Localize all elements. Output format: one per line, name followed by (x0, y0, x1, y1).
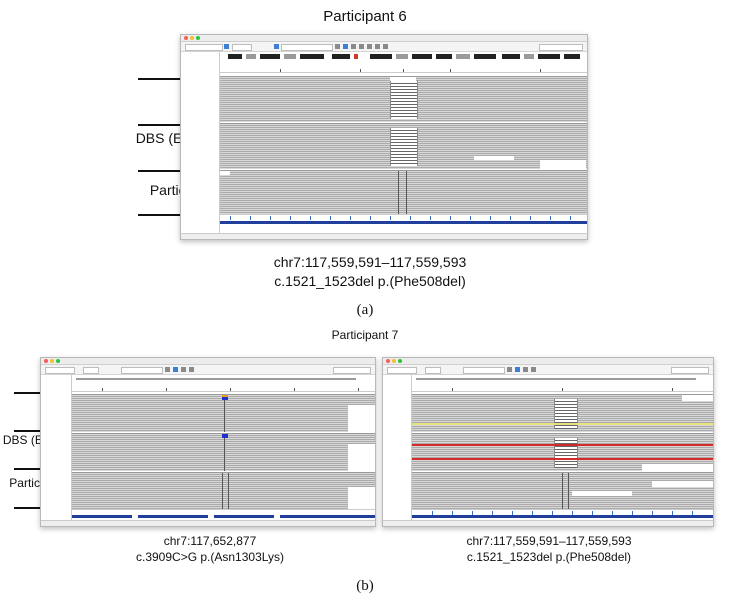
refresh-icon[interactable] (367, 44, 372, 49)
igv-toolbar (41, 365, 375, 375)
igv-window-a[interactable] (180, 34, 588, 240)
coordinate-ruler (72, 383, 375, 392)
genome-dropdown[interactable] (387, 367, 417, 374)
caption-b-left-line1: chr7:117,652,877 (163, 534, 257, 548)
caption-a-line2: c.1521_1523del p.(Phe508del) (274, 273, 466, 289)
igv-toolbar (181, 42, 587, 52)
minimize-window-icon[interactable] (392, 359, 396, 363)
igv-toolbar (383, 365, 713, 375)
back-icon[interactable] (181, 367, 186, 372)
back-icon[interactable] (523, 367, 528, 372)
popup-icon[interactable] (383, 44, 388, 49)
go-button[interactable] (335, 44, 340, 49)
locus-input[interactable] (463, 367, 505, 374)
track-divider (138, 214, 220, 216)
zoom-window-icon[interactable] (398, 359, 402, 363)
alignment-track-dna[interactable] (412, 394, 713, 432)
close-window-icon[interactable] (386, 359, 390, 363)
chromosome-dropdown[interactable] (425, 367, 441, 374)
minimize-window-icon[interactable] (190, 36, 194, 40)
zoom-slider[interactable] (333, 367, 371, 374)
alignment-track-dbs[interactable] (72, 433, 375, 471)
sequence-track (220, 214, 587, 221)
forward-icon[interactable] (189, 367, 194, 372)
panel-label-a: (a) (356, 302, 374, 318)
gene-track (412, 515, 713, 519)
igv-window-b-left[interactable] (40, 357, 376, 527)
igv-data-panel[interactable] (72, 375, 375, 521)
track-divider (138, 170, 220, 172)
chromosome-dropdown[interactable] (232, 44, 252, 51)
alignment-track-dbs[interactable] (412, 433, 713, 471)
ruler-icon[interactable] (375, 44, 380, 49)
alignment-track-participant[interactable] (72, 472, 375, 509)
alignment-track-dna[interactable] (220, 76, 587, 122)
sequence-track (412, 509, 713, 516)
caption-a-line1: chr7:117,559,591–117,559,593 (273, 254, 467, 270)
home-icon[interactable] (343, 44, 348, 49)
close-window-icon[interactable] (44, 359, 48, 363)
home-icon[interactable] (515, 367, 520, 372)
sequence-track (72, 509, 375, 516)
panel-b-title: Participant 7 (331, 328, 399, 342)
locus-input[interactable] (281, 44, 333, 51)
chromosome-dropdown[interactable] (83, 367, 99, 374)
window-titlebar[interactable] (383, 358, 713, 365)
igv-window-b-right[interactable] (382, 357, 714, 527)
genome-dropdown[interactable] (185, 44, 223, 51)
igv-data-panel[interactable] (412, 375, 713, 521)
coordinate-ruler (220, 62, 587, 73)
track-name-pane (181, 52, 220, 234)
minimize-window-icon[interactable] (50, 359, 54, 363)
home-icon[interactable] (173, 367, 178, 372)
track-name-pane (41, 375, 72, 521)
chromosome-ideogram (220, 52, 587, 62)
alignment-track-dna[interactable] (72, 394, 375, 432)
gene-track (72, 515, 375, 519)
alignment-track-participant[interactable] (220, 170, 587, 214)
status-bar (383, 520, 713, 526)
chromosome-ideogram (412, 375, 713, 383)
dropdown-arrow-icon[interactable] (274, 44, 279, 49)
alignment-track-participant[interactable] (412, 472, 713, 509)
igv-data-panel[interactable] (220, 52, 587, 234)
caption-b-left-line2: c.3909C>G p.(Asn1303Lys) (136, 550, 284, 564)
chromosome-ideogram (72, 375, 375, 383)
track-name-pane (383, 375, 412, 521)
go-button[interactable] (507, 367, 512, 372)
zoom-slider[interactable] (671, 367, 709, 374)
zoom-slider[interactable] (539, 44, 583, 51)
back-icon[interactable] (351, 44, 356, 49)
dropdown-arrow-icon[interactable] (224, 44, 229, 49)
window-titlebar[interactable] (41, 358, 375, 365)
status-bar (41, 520, 375, 526)
caption-b-right-line2: c.1521_1523del p.(Phe508del) (466, 550, 632, 564)
track-divider (138, 124, 220, 126)
go-button[interactable] (165, 367, 170, 372)
window-titlebar[interactable] (181, 35, 587, 42)
status-bar (181, 233, 587, 239)
panel-a-title: Participant 6 (323, 8, 407, 25)
coordinate-ruler (412, 383, 713, 392)
track-divider (138, 78, 220, 80)
alignment-track-dbs[interactable] (220, 123, 587, 169)
close-window-icon[interactable] (184, 36, 188, 40)
caption-b-right-line1: chr7:117,559,591–117,559,593 (466, 534, 632, 548)
locus-input[interactable] (121, 367, 163, 374)
panel-label-b: (b) (356, 578, 374, 594)
zoom-window-icon[interactable] (56, 359, 60, 363)
forward-icon[interactable] (531, 367, 536, 372)
gene-track (220, 221, 587, 225)
zoom-window-icon[interactable] (196, 36, 200, 40)
genome-dropdown[interactable] (45, 367, 75, 374)
forward-icon[interactable] (359, 44, 364, 49)
